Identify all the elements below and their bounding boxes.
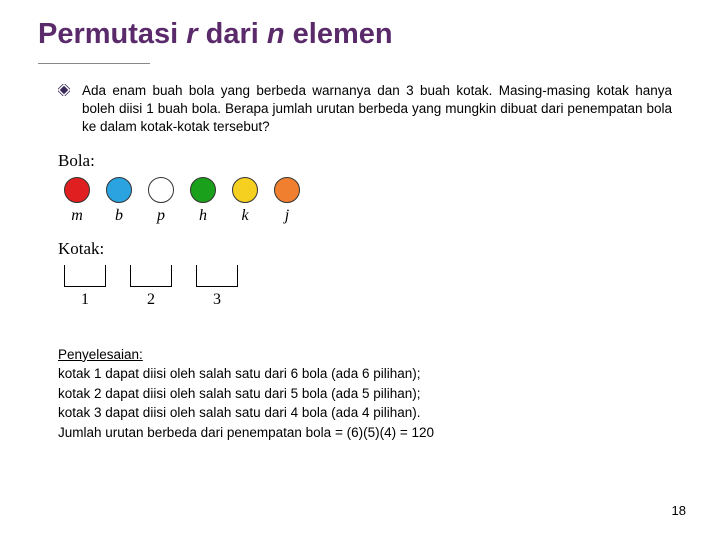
ball-labels: m b p h k j bbox=[64, 207, 672, 225]
solution-line-1: kotak 1 dapat diisi oleh salah satu dari… bbox=[58, 366, 420, 381]
box-label-3: 3 bbox=[213, 291, 221, 309]
ball-label-h: h bbox=[190, 207, 216, 225]
diamond-bullet-icon bbox=[58, 84, 70, 96]
box-2: 2 bbox=[130, 265, 172, 309]
slot-icon bbox=[196, 265, 238, 287]
slot-icon bbox=[64, 265, 106, 287]
solution-line-3: kotak 3 dapat diisi oleh salah satu dari… bbox=[58, 405, 420, 420]
problem-block: Ada enam buah bola yang berbeda warnanya… bbox=[58, 82, 672, 137]
ball-m bbox=[64, 177, 90, 203]
box-1: 1 bbox=[64, 265, 106, 309]
box-3: 3 bbox=[196, 265, 238, 309]
ball-k bbox=[232, 177, 258, 203]
box-label-2: 2 bbox=[147, 291, 155, 309]
title-part2: dari bbox=[198, 18, 267, 50]
page-title: Permutasi r dari n elemen bbox=[0, 0, 720, 57]
ball-label-k: k bbox=[232, 207, 258, 225]
balls-row bbox=[64, 177, 672, 203]
ball-p bbox=[148, 177, 174, 203]
boxes-row: 1 2 3 bbox=[64, 265, 672, 309]
ball-j bbox=[274, 177, 300, 203]
ball-label-b: b bbox=[106, 207, 132, 225]
title-part3: elemen bbox=[285, 18, 393, 50]
ball-b bbox=[106, 177, 132, 203]
box-label-1: 1 bbox=[81, 291, 89, 309]
ball-label-j: j bbox=[274, 207, 300, 225]
solution-block: Penyelesaian: kotak 1 dapat diisi oleh s… bbox=[58, 345, 672, 443]
solution-header: Penyelesaian: bbox=[58, 347, 143, 362]
bola-label: Bola: bbox=[58, 151, 672, 171]
slot-icon bbox=[130, 265, 172, 287]
title-n: n bbox=[267, 18, 285, 50]
kotak-label: Kotak: bbox=[58, 239, 672, 259]
solution-line-4: Jumlah urutan berbeda dari penempatan bo… bbox=[58, 425, 434, 440]
page-number: 18 bbox=[672, 503, 686, 518]
title-part1: Permutasi bbox=[38, 18, 186, 50]
title-r: r bbox=[186, 18, 197, 50]
problem-text: Ada enam buah bola yang berbeda warnanya… bbox=[82, 82, 672, 137]
ball-label-p: p bbox=[148, 207, 174, 225]
solution-line-2: kotak 2 dapat diisi oleh salah satu dari… bbox=[58, 386, 420, 401]
title-underline bbox=[38, 63, 150, 64]
ball-label-m: m bbox=[64, 207, 90, 225]
ball-h bbox=[190, 177, 216, 203]
